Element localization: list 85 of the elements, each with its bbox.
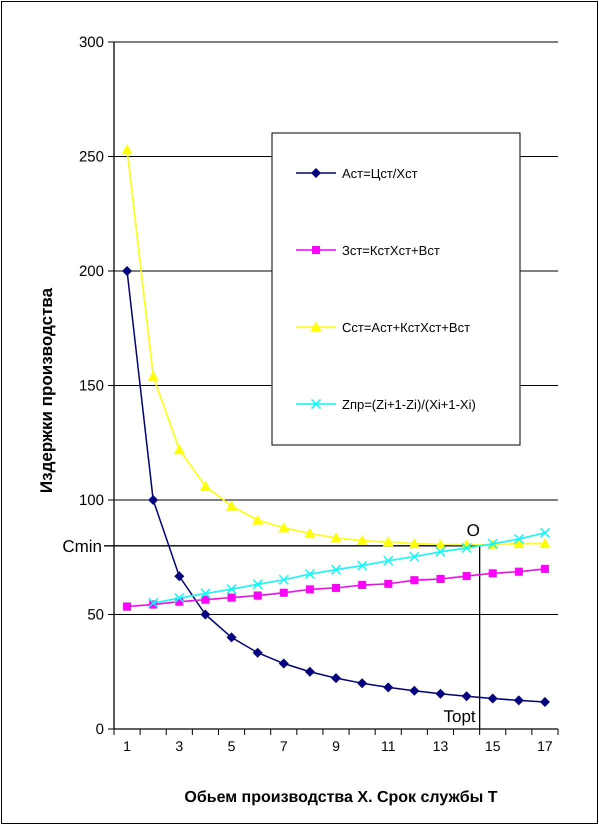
point bbox=[330, 564, 342, 575]
x-tick-label: 3 bbox=[175, 738, 184, 754]
point bbox=[514, 695, 524, 706]
point bbox=[254, 591, 262, 600]
point bbox=[148, 598, 158, 608]
y-tick-label: 50 bbox=[87, 606, 104, 624]
point bbox=[278, 522, 290, 532]
x-tick-label: 7 bbox=[280, 738, 288, 754]
point bbox=[384, 580, 392, 588]
point bbox=[358, 580, 366, 589]
point bbox=[356, 560, 368, 571]
point bbox=[200, 610, 210, 620]
point bbox=[226, 632, 237, 642]
legend-label: Аст=Цст/Хст bbox=[342, 166, 418, 181]
x-tick-label: 15 bbox=[484, 738, 501, 754]
point bbox=[462, 691, 472, 702]
point bbox=[513, 538, 524, 548]
point bbox=[408, 538, 420, 548]
point bbox=[357, 678, 368, 688]
point bbox=[278, 574, 289, 585]
point bbox=[383, 555, 394, 566]
legend-label: Zпр=(Zi+1-Zi)/(Xi+1-Xi) bbox=[342, 397, 476, 412]
y-tick-label: 100 bbox=[78, 492, 104, 509]
point bbox=[514, 534, 524, 544]
point bbox=[304, 568, 316, 580]
x-tick-label: 17 bbox=[537, 738, 553, 754]
point bbox=[410, 576, 418, 584]
point bbox=[226, 500, 238, 510]
point bbox=[435, 688, 446, 699]
legend-label: Сст=Аст+КстХст+Вст bbox=[342, 320, 470, 335]
point bbox=[332, 584, 340, 592]
point bbox=[148, 495, 158, 505]
point bbox=[409, 551, 420, 562]
y-tick-label: 150 bbox=[78, 378, 104, 394]
point bbox=[252, 579, 263, 590]
x-axis-title: Обьем производства Х. Срок службы Т bbox=[184, 789, 498, 806]
point bbox=[252, 514, 264, 525]
y-tick-label: 200 bbox=[78, 263, 104, 280]
point bbox=[540, 696, 550, 707]
point bbox=[148, 370, 159, 381]
point bbox=[331, 673, 341, 684]
point bbox=[409, 686, 420, 696]
point bbox=[461, 542, 472, 554]
point bbox=[540, 564, 549, 573]
point bbox=[462, 572, 471, 580]
x-tick-label: 1 bbox=[123, 738, 132, 754]
point bbox=[123, 602, 132, 610]
point bbox=[436, 575, 444, 584]
point bbox=[488, 694, 498, 704]
ref-line-label: Topt bbox=[444, 707, 476, 726]
x-tick-label: 5 bbox=[228, 738, 236, 754]
x-tick-label: 9 bbox=[332, 738, 340, 754]
point bbox=[435, 546, 446, 557]
x-tick-label: 11 bbox=[380, 738, 396, 754]
point bbox=[174, 571, 184, 582]
point bbox=[383, 682, 394, 692]
point bbox=[304, 528, 316, 538]
point bbox=[280, 588, 288, 597]
point bbox=[356, 535, 368, 546]
point bbox=[122, 266, 132, 276]
point bbox=[252, 648, 263, 658]
point bbox=[306, 585, 314, 594]
point bbox=[174, 444, 185, 454]
x-tick-label: 13 bbox=[432, 738, 448, 754]
y-axis-title: Издержки производства bbox=[37, 287, 56, 494]
point bbox=[278, 658, 289, 669]
point bbox=[174, 592, 184, 604]
y-tick-label: 250 bbox=[78, 148, 104, 166]
legend-label: Зст=КстХст+Вст bbox=[342, 243, 440, 258]
point bbox=[304, 666, 315, 677]
point bbox=[122, 144, 133, 154]
point bbox=[514, 568, 523, 576]
point bbox=[226, 584, 237, 594]
point bbox=[200, 588, 211, 599]
point bbox=[228, 594, 236, 602]
ref-line-label: Cmin bbox=[62, 536, 102, 556]
annotation: O bbox=[466, 520, 480, 540]
point bbox=[540, 528, 550, 538]
y-tick-label: 300 bbox=[78, 34, 104, 51]
y-tick-label: 0 bbox=[96, 721, 104, 738]
point bbox=[200, 480, 211, 491]
point bbox=[488, 569, 497, 578]
point bbox=[539, 538, 550, 548]
point bbox=[382, 536, 394, 546]
point bbox=[330, 532, 342, 542]
